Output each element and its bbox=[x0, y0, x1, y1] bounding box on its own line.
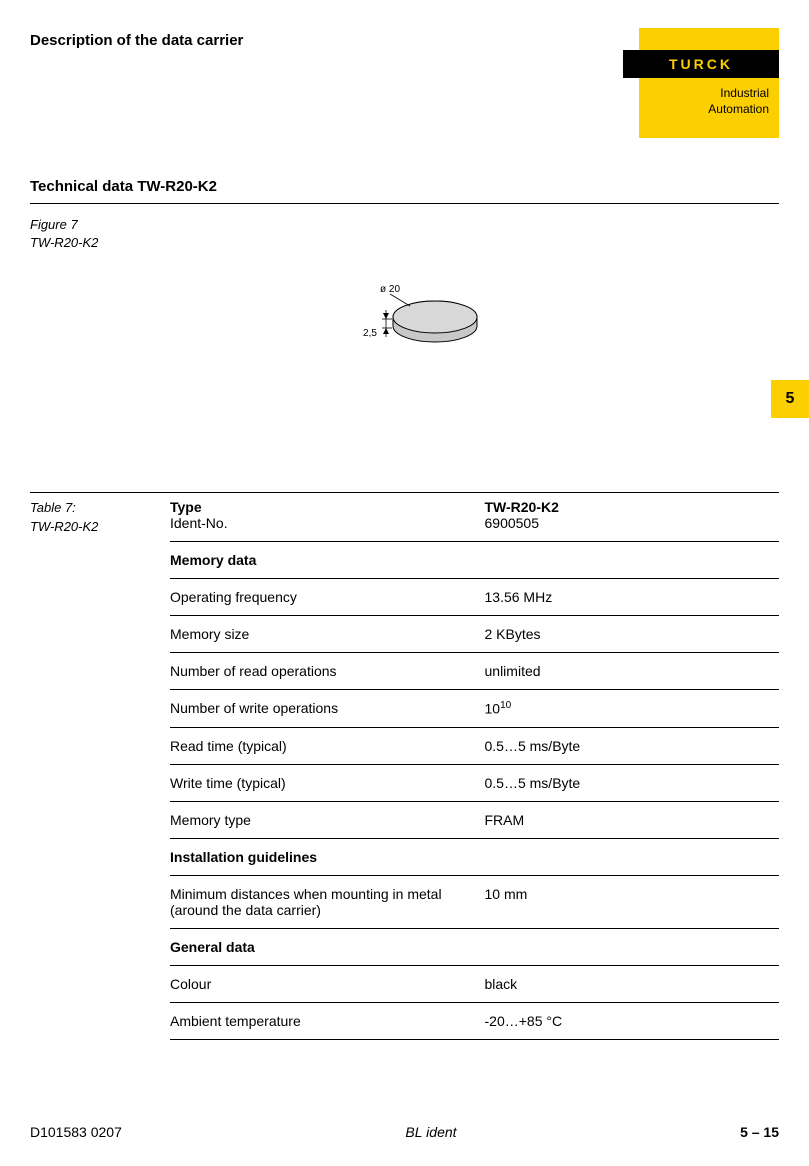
logo-subtitle-1: Industrial bbox=[649, 86, 769, 100]
table-caption: Table 7: TW-R20-K2 bbox=[30, 497, 160, 1040]
spec-table: Type Ident-No. TW-R20-K2 6900505 Memory … bbox=[170, 497, 779, 1040]
figure-caption-line2: TW-R20-K2 bbox=[30, 234, 809, 252]
cell-value: unlimited bbox=[485, 663, 780, 679]
cell-label: Number of read operations bbox=[170, 663, 465, 679]
cell-value: 0.5…5 ms/Byte bbox=[485, 738, 780, 754]
section-title: Technical data TW-R20-K2 bbox=[30, 178, 809, 195]
logo-text: TURCK bbox=[669, 56, 733, 72]
logo-subtitle-2: Automation bbox=[649, 102, 769, 116]
table-row: Number of read operations unlimited bbox=[170, 653, 779, 690]
table-row: Ambient temperature -20…+85 °C bbox=[170, 1003, 779, 1040]
cell-label: Minimum distances when mounting in metal… bbox=[170, 886, 465, 918]
cell-value: 1010 bbox=[485, 700, 780, 717]
cell-label: Memory type bbox=[170, 812, 465, 828]
cell-label: Memory size bbox=[170, 626, 465, 642]
cell-value: 10 mm bbox=[485, 886, 780, 902]
cell-label: Number of write operations bbox=[170, 700, 465, 716]
table-row: Colour black bbox=[170, 966, 779, 1003]
table-caption-line2: TW-R20-K2 bbox=[30, 518, 160, 536]
section-tab: 5 bbox=[771, 380, 809, 418]
cell-value: -20…+85 °C bbox=[485, 1013, 780, 1029]
figure-area: ø 20 2,5 bbox=[0, 272, 809, 422]
table-row: Minimum distances when mounting in metal… bbox=[170, 876, 779, 929]
figure-caption-line1: Figure 7 bbox=[30, 216, 809, 234]
dim-diameter: ø 20 bbox=[380, 284, 400, 295]
table-row: Number of write operations 1010 bbox=[170, 690, 779, 728]
cell-value: 6900505 bbox=[485, 515, 780, 531]
table-section-header: General data bbox=[170, 929, 779, 966]
cell-label: Colour bbox=[170, 976, 465, 992]
table-row: Memory type FRAM bbox=[170, 802, 779, 839]
table-row: Read time (typical) 0.5…5 ms/Byte bbox=[170, 728, 779, 765]
footer-left: D101583 0207 bbox=[30, 1124, 122, 1140]
table-section-header: Memory data bbox=[170, 542, 779, 579]
cell-label: Ident-No. bbox=[170, 515, 465, 531]
table-section-header: Installation guidelines bbox=[170, 839, 779, 876]
table-top-rule bbox=[30, 492, 779, 493]
table-row: Operating frequency 13.56 MHz bbox=[170, 579, 779, 616]
cell-value: black bbox=[485, 976, 780, 992]
table-caption-line1: Table 7: bbox=[30, 499, 160, 517]
cell-label: Ambient temperature bbox=[170, 1013, 465, 1029]
table-row: Type Ident-No. TW-R20-K2 6900505 bbox=[170, 497, 779, 542]
cell-value: 13.56 MHz bbox=[485, 589, 780, 605]
disc-diagram: ø 20 2,5 bbox=[350, 282, 490, 372]
cell-label: Read time (typical) bbox=[170, 738, 465, 754]
cell-value: TW-R20-K2 bbox=[485, 499, 780, 515]
cell-label: Type bbox=[170, 499, 465, 515]
page-header-title: Description of the data carrier bbox=[30, 28, 243, 49]
cell-value: 0.5…5 ms/Byte bbox=[485, 775, 780, 791]
divider bbox=[30, 203, 779, 204]
figure-caption: Figure 7 TW-R20-K2 bbox=[30, 216, 809, 252]
logo-bar: TURCK bbox=[623, 50, 779, 78]
table-row: Write time (typical) 0.5…5 ms/Byte bbox=[170, 765, 779, 802]
footer-right: 5 – 15 bbox=[740, 1124, 779, 1140]
footer-mid: BL ident bbox=[405, 1124, 456, 1140]
dim-height: 2,5 bbox=[363, 328, 377, 339]
cell-label: Write time (typical) bbox=[170, 775, 465, 791]
cell-value: 2 KBytes bbox=[485, 626, 780, 642]
table-row: Memory size 2 KBytes bbox=[170, 616, 779, 653]
cell-label: Operating frequency bbox=[170, 589, 465, 605]
page-footer: D101583 0207 BL ident 5 – 15 bbox=[30, 1124, 779, 1140]
brand-logo: TURCK Industrial Automation bbox=[623, 28, 779, 138]
cell-value: FRAM bbox=[485, 812, 780, 828]
logo-bg bbox=[639, 28, 779, 138]
